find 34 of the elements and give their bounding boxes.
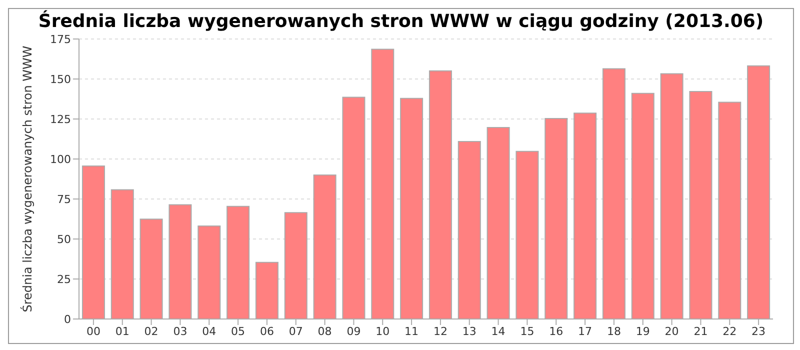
- y-tick-label: 25: [57, 272, 71, 286]
- x-tick-label: 01: [115, 324, 130, 338]
- x-tick-label: 03: [173, 324, 188, 338]
- x-tick-label: 20: [664, 324, 679, 338]
- x-tick-label: 05: [231, 324, 246, 338]
- x-tick-label: 07: [288, 324, 303, 338]
- x-tick-label: 04: [202, 324, 216, 338]
- x-tick-label: 15: [520, 324, 534, 338]
- x-tick-label: 14: [491, 324, 506, 338]
- y-tick-label: 150: [50, 72, 71, 86]
- x-tick-label: 11: [404, 324, 419, 338]
- x-tick-label: 18: [606, 324, 621, 338]
- x-tick-label: 13: [462, 324, 476, 338]
- chart-title: Średnia liczba wygenerowanych stron WWW w ciągu godziny (2013.06): [38, 11, 764, 32]
- x-tick-label: 17: [578, 324, 592, 338]
- x-tick-label: 10: [376, 324, 390, 338]
- x-tick-label: 00: [86, 324, 100, 338]
- y-tick-label: 125: [50, 112, 71, 126]
- y-tick-label: 175: [50, 32, 71, 46]
- y-tick-label: 0: [64, 312, 71, 326]
- x-tick-label: 19: [636, 324, 650, 338]
- x-tick-label: 12: [433, 324, 448, 338]
- x-tick-label: 09: [346, 324, 361, 338]
- x-tick-label: 06: [260, 324, 274, 338]
- x-tick-label: 21: [694, 324, 708, 338]
- y-tick-label: 100: [50, 152, 71, 166]
- x-tick-label: 02: [144, 324, 158, 338]
- y-tick-label: 75: [57, 192, 71, 206]
- y-tick-label: 50: [57, 232, 71, 246]
- x-tick-label: 16: [549, 324, 564, 338]
- x-tick-label: 23: [752, 324, 766, 338]
- y-axis-title: Średnia liczba wygenerowanych stron WWW: [19, 46, 34, 312]
- x-tick-label: 08: [318, 324, 332, 338]
- x-tick-label: 22: [722, 324, 737, 338]
